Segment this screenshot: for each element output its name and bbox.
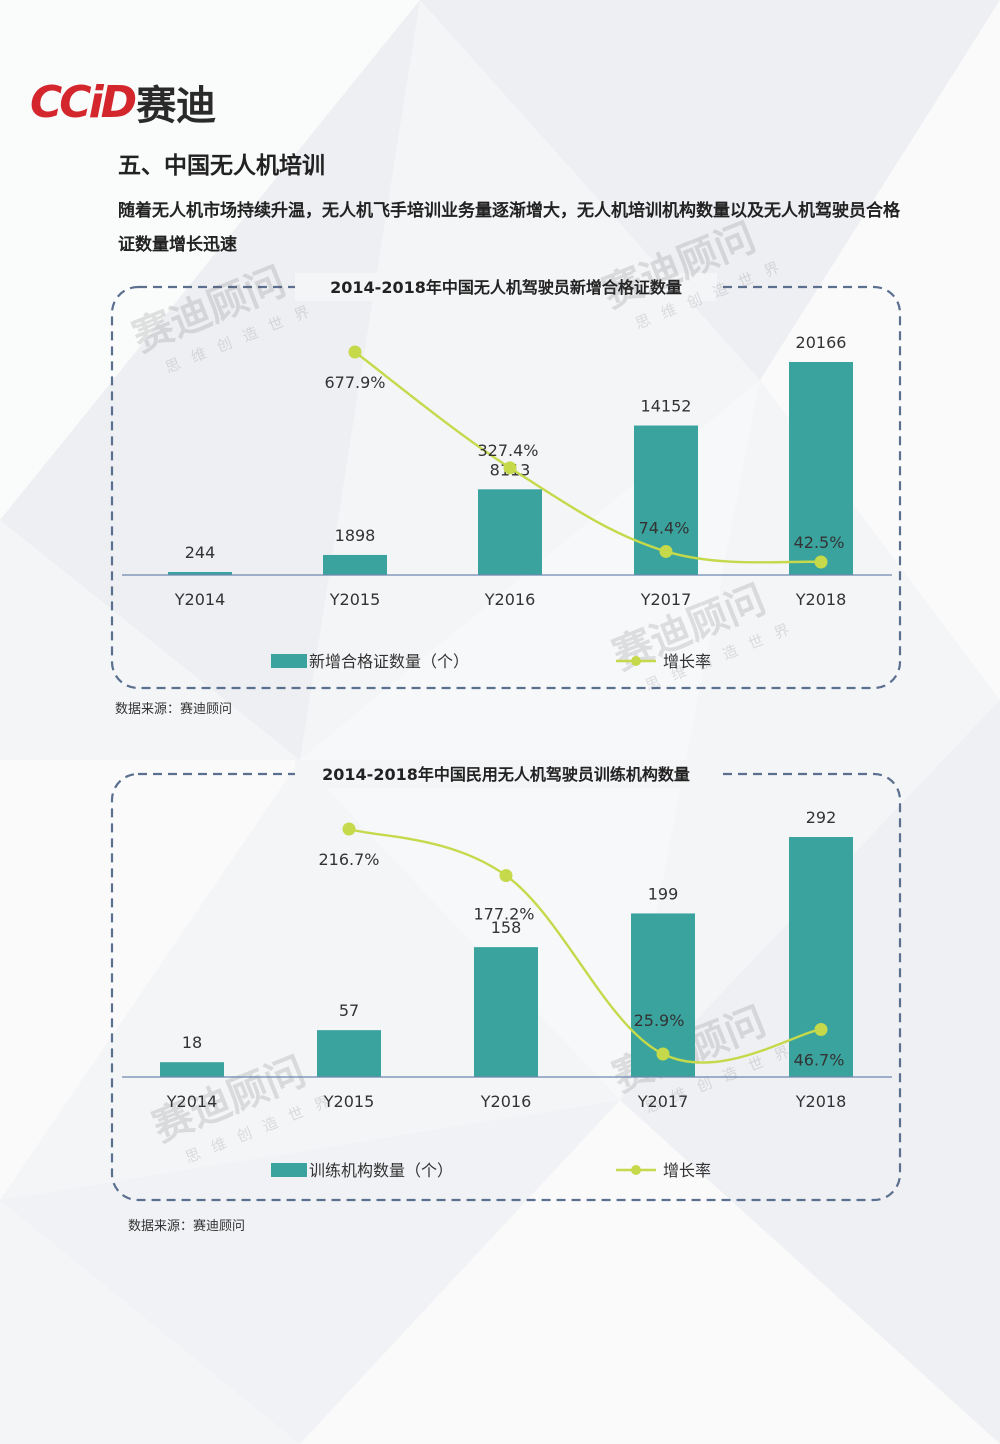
legend-line-label: 增长率: [663, 652, 711, 671]
growth-rate-label: 327.4%: [477, 441, 538, 460]
growth-rate-point: [499, 869, 513, 883]
bar-Y2018: [789, 362, 853, 575]
growth-rate-label: 177.2%: [473, 905, 534, 924]
chart-title: 2014-2018年中国无人机驾驶员新增合格证数量: [330, 278, 682, 297]
bar-Y2014: [160, 1062, 224, 1077]
bar-value-label: 1898: [335, 526, 376, 545]
growth-rate-line: [354, 351, 822, 564]
bar-Y2016: [474, 947, 538, 1077]
bar-Y2015: [323, 554, 387, 575]
bar-value-label: 18: [182, 1033, 202, 1052]
growth-rate-label: 216.7%: [318, 850, 379, 869]
chart-title: 2014-2018年中国民用无人机驾驶员训练机构数量: [322, 765, 690, 784]
growth-rate-line: [348, 827, 822, 1064]
intro-paragraph: 随着无人机市场持续升温，无人机飞手培训业务量逐渐增大，无人机培训机构数量以及无人…: [118, 201, 900, 255]
x-tick-label: Y2018: [795, 590, 847, 609]
growth-rate-point: [503, 461, 517, 475]
source-note-1: 数据来源：赛迪顾问: [115, 702, 233, 717]
growth-rate-point: [348, 345, 362, 359]
growth-rate-label: 74.4%: [639, 518, 690, 537]
growth-rate-point: [814, 555, 828, 569]
x-tick-label: Y2018: [795, 1092, 847, 1111]
ccid-logo: CCiD 赛迪: [30, 70, 216, 134]
bar-value-label: 244: [185, 543, 216, 562]
bar-Y2014: [168, 572, 232, 575]
chart-title-background: [295, 760, 717, 788]
growth-rate-point: [659, 544, 673, 558]
source-note-2: 数据来源：赛迪顾问: [128, 1219, 246, 1234]
x-tick-label: Y2017: [637, 1092, 689, 1111]
bar-value-label: 199: [648, 884, 679, 903]
growth-rate-point: [656, 1047, 670, 1061]
bar-Y2018: [789, 837, 853, 1077]
growth-rate-label: 25.9%: [634, 1011, 685, 1030]
logo-latin-text: CCiD: [30, 76, 137, 128]
chart-panel-institutions: 2014-2018年中国民用无人机驾驶员训练机构数量 赛迪顾问思 维 创 造 世 …: [110, 760, 902, 1204]
growth-rate-point: [814, 1022, 828, 1036]
logo-cn-text: 赛迪: [136, 83, 217, 129]
bar-Y2016: [478, 489, 542, 575]
growth-rate-label: 46.7%: [794, 1050, 845, 1069]
growth-rate-label: 677.9%: [324, 373, 385, 392]
legend-bar-label: 训练机构数量（个）: [309, 1161, 453, 1180]
bar-value-label: 14152: [641, 397, 692, 416]
bar-Y2015: [317, 1030, 381, 1077]
x-tick-label: Y2017: [640, 590, 692, 609]
x-tick-label: Y2016: [484, 590, 536, 609]
bar-value-label: 158: [491, 918, 522, 937]
chart-title-background: [295, 273, 717, 301]
bar-value-label: 57: [339, 1001, 359, 1020]
x-tick-label: Y2014: [166, 1092, 218, 1111]
legend-bar-swatch: [271, 654, 307, 668]
x-tick-label: Y2015: [323, 1092, 375, 1111]
bar-value-label: 20166: [796, 333, 847, 352]
bar-value-label: 292: [806, 808, 837, 827]
chart-panel-certificates: 2014-2018年中国无人机驾驶员新增合格证数量 赛迪顾问思 维 创 造 世 界…: [110, 214, 902, 695]
legend-line-marker: [631, 656, 641, 666]
legend-bar-label: 新增合格证数量（个）: [309, 652, 469, 671]
legend-line-label: 增长率: [663, 1161, 711, 1180]
growth-rate-label: 42.5%: [794, 533, 845, 552]
growth-rate-point: [342, 822, 356, 836]
x-tick-label: Y2015: [329, 590, 381, 609]
legend-bar-swatch: [271, 1163, 307, 1177]
legend-line-marker: [631, 1165, 641, 1175]
section-title: 五、中国无人机培训: [118, 153, 325, 179]
x-tick-label: Y2016: [480, 1092, 532, 1111]
x-tick-label: Y2014: [174, 590, 226, 609]
